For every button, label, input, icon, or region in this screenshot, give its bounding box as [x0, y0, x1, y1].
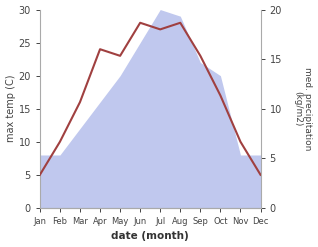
X-axis label: date (month): date (month)	[111, 231, 189, 242]
Y-axis label: max temp (C): max temp (C)	[5, 75, 16, 143]
Y-axis label: med. precipitation
(kg/m2): med. precipitation (kg/m2)	[293, 67, 313, 150]
